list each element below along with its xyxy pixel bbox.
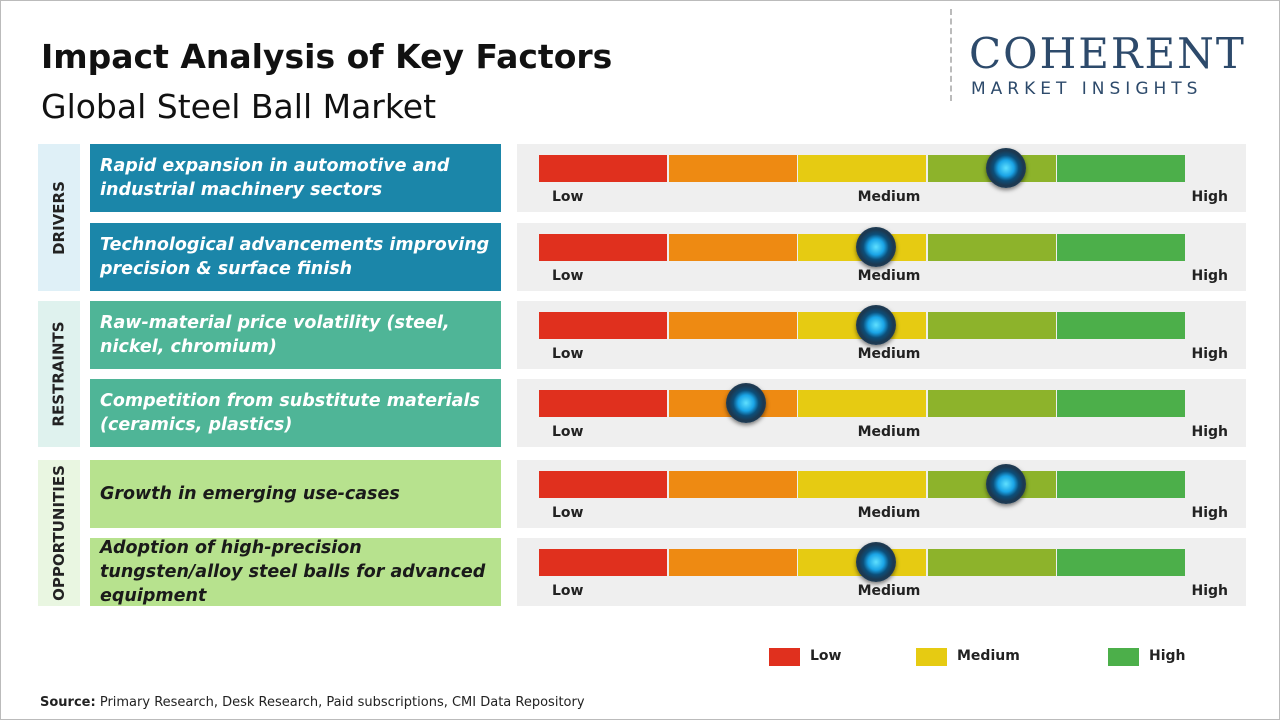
factor-label: Competition from substitute materials (c… [90,379,501,447]
scale-label: High [1191,505,1228,521]
scale-label: Medium [857,346,921,362]
scale-label: Medium [857,268,921,284]
legend-swatch [769,648,800,666]
scale-segment [1057,234,1186,261]
scale-segment [539,471,668,498]
scale-segment [668,312,797,339]
scale-segment [798,390,927,417]
group-tab: RESTRAINTS [38,301,80,447]
impact-marker [985,464,1026,504]
group-name: RESTRAINTS [50,321,69,427]
group-tab: OPPORTUNITIES [38,460,80,606]
scale-segment [539,234,668,261]
legend-swatch [1108,648,1139,666]
scale-label: Low [552,268,584,284]
scale-segment [927,549,1056,576]
legend-label: Low [810,648,842,664]
separator [950,9,952,101]
impact-marker [855,542,896,582]
impact-marker [855,305,896,345]
impact-marker [726,383,767,423]
scale-label: High [1191,189,1228,205]
subtitle: Global Steel Ball Market [41,87,437,126]
scale-segment [668,234,797,261]
scale-label: Medium [857,424,921,440]
scale-label: Low [552,424,584,440]
factor-label: Rapid expansion in automotive and indust… [90,144,501,212]
scale-segment [668,155,797,182]
scale-label: Medium [857,583,921,599]
scale-segment [798,471,927,498]
scale-label: Medium [857,505,921,521]
scale-segment [1057,471,1186,498]
scale-segment [927,312,1056,339]
scale-label: High [1191,268,1228,284]
scale-segment [927,234,1056,261]
source-text: Primary Research, Desk Research, Paid su… [99,695,585,710]
legend-label: High [1149,648,1186,664]
group-tab: DRIVERS [38,144,80,291]
scale-segment [798,155,927,182]
scale-segment [668,471,797,498]
scale-label: Low [552,346,584,362]
scale-label: Low [552,505,584,521]
group-name: DRIVERS [50,180,69,255]
factor-label: Technological advancements improving pre… [90,223,501,291]
scale-segment [668,549,797,576]
scale-label: High [1191,583,1228,599]
scale-segment [1057,155,1186,182]
scale-label: High [1191,346,1228,362]
scale-label: Low [552,189,584,205]
scale-segment [539,549,668,576]
scale-segment [1057,390,1186,417]
factor-label: Raw-material price volatility (steel, ni… [90,301,501,369]
scale-segment [539,390,668,417]
impact-marker [985,148,1026,188]
group-name: OPPORTUNITIES [50,465,68,601]
scale-label: Medium [857,189,921,205]
impact-marker [855,227,896,267]
source: Source: Primary Research, Desk Research,… [40,695,585,710]
scale-label: Low [552,583,584,599]
scale-segment [539,155,668,182]
scale-segment [539,312,668,339]
scale-label: High [1191,424,1228,440]
factor-label: Adoption of high-precision tungsten/allo… [90,538,501,606]
scale-segment [1057,549,1186,576]
legend-label: Medium [957,648,1020,664]
scale-segment [927,390,1056,417]
factor-label: Growth in emerging use-cases [90,460,501,528]
logo-tagline: MARKET INSIGHTS [971,79,1203,99]
source-label: Source: [40,695,96,710]
legend-swatch [916,648,947,666]
logo-name: COHERENT [969,29,1246,78]
title: Impact Analysis of Key Factors [41,37,613,76]
scale-segment [1057,312,1186,339]
